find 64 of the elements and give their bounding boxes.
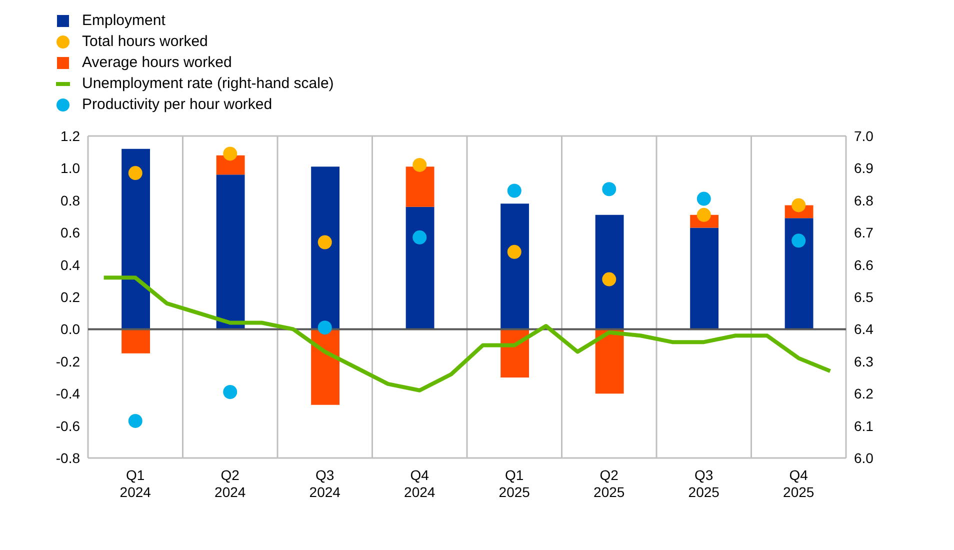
y-tick-label: 0.4 bbox=[60, 256, 80, 273]
x-tick-label: Q4 2024 bbox=[404, 467, 436, 500]
point bbox=[696, 192, 711, 206]
legend-label: Average hours worked bbox=[82, 54, 232, 71]
y2-tick-label: 6.9 bbox=[854, 160, 874, 176]
y2-tick-label: 6.0 bbox=[854, 450, 874, 466]
legend-label: Unemployment rate (right-hand scale) bbox=[82, 75, 334, 92]
point bbox=[602, 182, 616, 196]
bar bbox=[406, 206, 434, 330]
point bbox=[792, 198, 806, 212]
y-tick-label: 1.0 bbox=[60, 160, 80, 176]
legend-label: Productivity per hour worked bbox=[82, 96, 272, 113]
y-tick-label: -0.2 bbox=[56, 353, 80, 370]
bar bbox=[595, 214, 624, 330]
point bbox=[507, 244, 522, 259]
y2-tick-label: 6.8 bbox=[854, 192, 874, 208]
x-tick-label: Q3 2025 bbox=[688, 467, 720, 500]
y-tick-label: -0.4 bbox=[56, 386, 80, 402]
bar bbox=[122, 329, 150, 354]
bar bbox=[690, 228, 719, 330]
legend-label: Total hours worked bbox=[82, 33, 208, 50]
point bbox=[318, 235, 332, 250]
x-tick-label: Q4 2025 bbox=[783, 467, 814, 500]
bar bbox=[311, 166, 340, 330]
bar bbox=[406, 166, 434, 207]
point bbox=[128, 414, 142, 428]
y2-tick-label: 6.2 bbox=[854, 386, 874, 402]
y-tick-label: 0.8 bbox=[60, 192, 80, 208]
point bbox=[507, 184, 522, 198]
point bbox=[128, 166, 142, 180]
y-tick-label: 0.2 bbox=[60, 288, 80, 305]
y2-tick-label: 6.6 bbox=[854, 256, 874, 273]
point bbox=[412, 158, 427, 172]
bar bbox=[500, 204, 530, 330]
x-tick-label: Q2 2025 bbox=[594, 467, 625, 500]
y-tick-label: 0.0 bbox=[60, 321, 80, 338]
x-tick-label: Q1 2024 bbox=[120, 467, 152, 500]
y2-tick-label: 6.1 bbox=[854, 418, 874, 434]
y2-tick-label: 7.0 bbox=[854, 128, 874, 144]
point bbox=[792, 234, 806, 248]
point bbox=[696, 208, 711, 222]
x-tick-label: Q3 2024 bbox=[309, 467, 341, 500]
y-tick-label: 1.2 bbox=[60, 128, 80, 144]
y2-tick-label: 6.4 bbox=[854, 321, 874, 338]
bar bbox=[311, 329, 340, 405]
bar bbox=[216, 174, 245, 330]
bar bbox=[784, 218, 814, 330]
bar bbox=[122, 148, 150, 330]
y2-tick-label: 6.3 bbox=[854, 353, 874, 370]
y2-tick-label: 6.7 bbox=[854, 224, 874, 241]
x-tick-label: Q1 2025 bbox=[498, 467, 530, 500]
point bbox=[318, 320, 332, 335]
legend-label: Employment bbox=[82, 12, 166, 29]
point bbox=[223, 146, 238, 161]
x-tick-label: Q2 2024 bbox=[214, 467, 246, 500]
point bbox=[602, 272, 616, 286]
line-series bbox=[102, 276, 832, 392]
y-tick-label: -0.6 bbox=[56, 418, 80, 434]
point bbox=[412, 230, 427, 244]
y2-tick-label: 6.5 bbox=[854, 288, 874, 305]
y-tick-label: 0.6 bbox=[60, 224, 80, 241]
point bbox=[223, 384, 238, 399]
y-tick-label: -0.8 bbox=[56, 450, 80, 466]
bar bbox=[595, 329, 624, 394]
